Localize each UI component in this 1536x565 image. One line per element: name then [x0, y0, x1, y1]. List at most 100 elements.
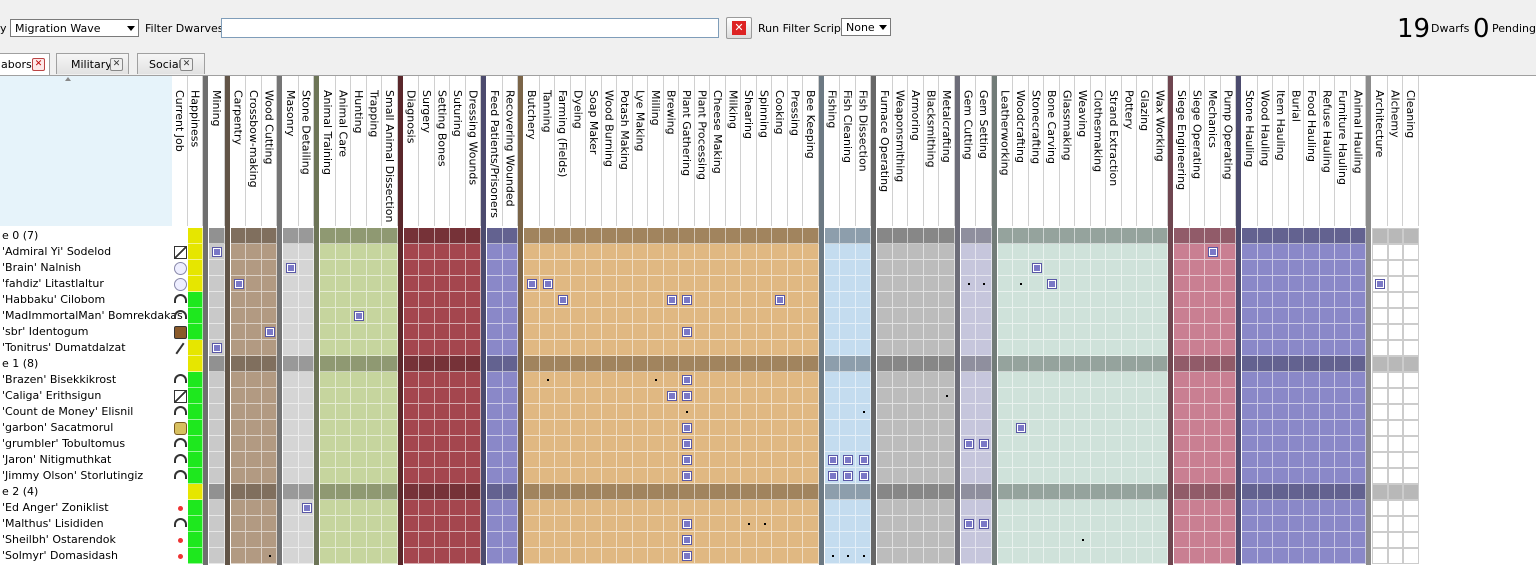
labor-cell[interactable]: [976, 532, 992, 548]
labor-cell[interactable]: [855, 532, 871, 548]
labor-cell[interactable]: [1387, 516, 1403, 532]
labor-cell[interactable]: [230, 324, 246, 340]
group-labor-cell[interactable]: [335, 484, 351, 500]
dwarf-name[interactable]: 'garbon' Sacatmorul: [2, 421, 114, 434]
labor-cell[interactable]: [772, 452, 788, 468]
group-labor-cell[interactable]: [1304, 484, 1320, 500]
labor-cell[interactable]: [741, 260, 757, 276]
group-labor-cell[interactable]: [1273, 228, 1289, 244]
column-header[interactable]: Wood Hauling: [1258, 76, 1273, 226]
group-labor-cell[interactable]: [787, 228, 803, 244]
labor-cell[interactable]: [803, 452, 819, 468]
labor-cell[interactable]: [487, 276, 503, 292]
labor-cell[interactable]: [632, 404, 648, 420]
labor-cell[interactable]: [694, 468, 710, 484]
labor-cell[interactable]: [555, 452, 571, 468]
group-labor-cell[interactable]: [1387, 484, 1403, 500]
labor-cell[interactable]: [465, 388, 481, 404]
labor-cell[interactable]: [960, 340, 976, 356]
labor-cell[interactable]: [1106, 388, 1122, 404]
column-header[interactable]: Animal Training: [320, 76, 336, 226]
labor-cell[interactable]: [787, 516, 803, 532]
labor-cell[interactable]: [1189, 340, 1205, 356]
labor-cell[interactable]: [648, 308, 664, 324]
labor-cell[interactable]: [939, 324, 955, 340]
labor-cell[interactable]: [741, 244, 757, 260]
labor-cell[interactable]: [1090, 404, 1106, 420]
labor-cell[interactable]: [1059, 420, 1075, 436]
group-labor-cell[interactable]: [487, 356, 503, 372]
group-labor-cell[interactable]: [976, 484, 992, 500]
labor-cell[interactable]: [298, 420, 314, 436]
group-labor-cell[interactable]: [976, 228, 992, 244]
labor-cell[interactable]: [351, 500, 367, 516]
group-labor-cell[interactable]: [209, 356, 225, 372]
labor-cell[interactable]: [997, 244, 1013, 260]
labor-cell[interactable]: [1319, 276, 1335, 292]
labor-cell[interactable]: [382, 308, 398, 324]
labor-cell[interactable]: [502, 292, 518, 308]
labor-cell[interactable]: [1189, 260, 1205, 276]
labor-cell[interactable]: [1106, 500, 1122, 516]
labor-cell[interactable]: [1220, 452, 1236, 468]
group-labor-cell[interactable]: [261, 356, 277, 372]
labor-cell[interactable]: [230, 292, 246, 308]
group-labor-cell[interactable]: [320, 228, 336, 244]
labor-cell[interactable]: [586, 340, 602, 356]
column-header[interactable]: Wood Burning: [602, 76, 617, 226]
labor-cell[interactable]: [976, 372, 992, 388]
labor-cell[interactable]: [1075, 468, 1091, 484]
column-header[interactable]: Hunting: [351, 76, 367, 226]
labor-cell[interactable]: [997, 500, 1013, 516]
labor-cell[interactable]: [366, 260, 382, 276]
labor-cell[interactable]: [450, 468, 466, 484]
labor-cell[interactable]: [261, 452, 277, 468]
labor-cell[interactable]: [586, 372, 602, 388]
group-labor-cell[interactable]: [246, 484, 262, 500]
labor-cell[interactable]: [772, 516, 788, 532]
labor-cell[interactable]: [1075, 420, 1091, 436]
labor-cell[interactable]: [663, 420, 679, 436]
dwarf-name[interactable]: 'Tonitrus' Dumatdalzat: [2, 341, 126, 354]
labor-cell[interactable]: [465, 500, 481, 516]
group-labor-cell[interactable]: [892, 356, 908, 372]
group-labor-cell[interactable]: [1403, 356, 1419, 372]
column-header[interactable]: Cooking: [772, 76, 788, 226]
labor-cell[interactable]: [403, 388, 419, 404]
group-labor-cell[interactable]: [298, 228, 314, 244]
group-labor-cell[interactable]: [663, 356, 679, 372]
labor-cell[interactable]: [335, 308, 351, 324]
labor-cell[interactable]: [632, 324, 648, 340]
labor-cell[interactable]: [366, 436, 382, 452]
labor-cell[interactable]: [1319, 340, 1335, 356]
labor-cell[interactable]: [487, 436, 503, 452]
labor-cell[interactable]: [908, 260, 924, 276]
group-labor-cell[interactable]: [555, 484, 571, 500]
labor-cell[interactable]: [1350, 308, 1366, 324]
labor-cell[interactable]: [230, 260, 246, 276]
labor-cell[interactable]: [1387, 468, 1403, 484]
labor-cell[interactable]: [524, 420, 540, 436]
labor-cell[interactable]: [1189, 532, 1205, 548]
labor-cell[interactable]: [1288, 516, 1304, 532]
labor-cell[interactable]: [601, 260, 617, 276]
labor-cell[interactable]: [1013, 260, 1029, 276]
labor-cell[interactable]: [694, 372, 710, 388]
group-labor-cell[interactable]: [586, 356, 602, 372]
group-labor-cell[interactable]: [419, 356, 435, 372]
labor-cell[interactable]: [502, 308, 518, 324]
labor-cell[interactable]: [539, 324, 555, 340]
labor-cell[interactable]: [1075, 372, 1091, 388]
labor-cell[interactable]: [892, 388, 908, 404]
labor-cell[interactable]: [1106, 452, 1122, 468]
labor-cell[interactable]: [840, 260, 856, 276]
group-labor-cell[interactable]: [803, 484, 819, 500]
group-labor-cell[interactable]: [230, 228, 246, 244]
labor-cell[interactable]: [772, 372, 788, 388]
labor-cell[interactable]: [840, 308, 856, 324]
group-labor-cell[interactable]: [840, 484, 856, 500]
labor-cell[interactable]: [648, 452, 664, 468]
group-labor-cell[interactable]: [923, 484, 939, 500]
labor-cell[interactable]: [524, 324, 540, 340]
column-header[interactable]: Feed Patients/Prisoners: [487, 76, 503, 226]
